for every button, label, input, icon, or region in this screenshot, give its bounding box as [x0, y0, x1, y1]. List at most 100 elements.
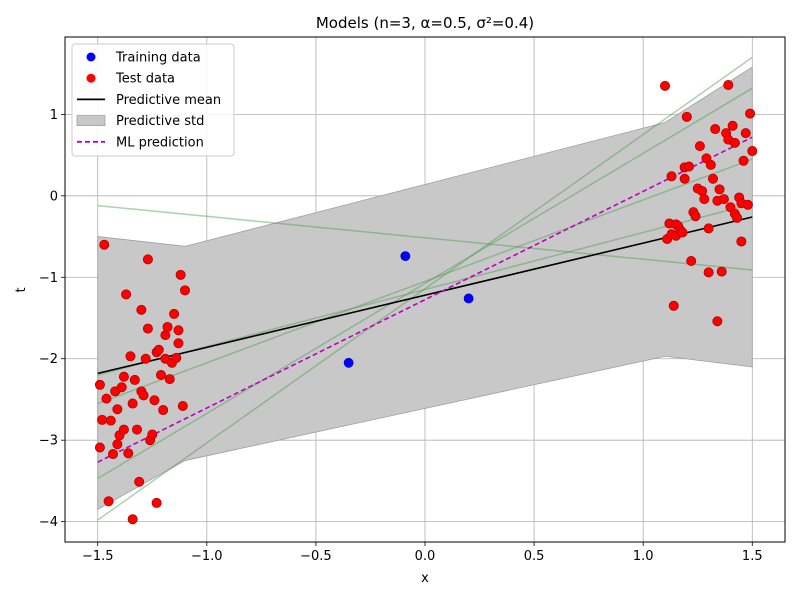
test-data-point: [668, 300, 679, 311]
test-data-point: [747, 146, 758, 157]
test-data-point: [727, 120, 738, 131]
test-data-point: [108, 449, 119, 460]
test-data-point: [169, 308, 180, 319]
test-data-point: [99, 239, 110, 250]
test-data-point: [164, 374, 175, 385]
test-data-point: [134, 476, 145, 487]
test-data-point: [697, 185, 708, 196]
ml-prediction-line: [97, 136, 753, 463]
predictive-std-band-layer: [97, 66, 753, 511]
test-data-point: [173, 338, 184, 349]
test-data-point: [94, 379, 105, 390]
data-points-layer: [94, 80, 758, 525]
test-data-point: [666, 171, 677, 182]
legend-label: Predictive std: [116, 114, 204, 129]
sample-model-line: [97, 204, 753, 271]
test-data-point: [179, 285, 190, 296]
test-data-point: [151, 497, 162, 508]
test-data-point: [140, 353, 151, 364]
test-data-point: [112, 404, 123, 415]
legend-item-predictive-std: Predictive std: [76, 114, 204, 129]
legend: Training data Test data Predictive mean Pre…: [71, 43, 235, 157]
chart-title: Models (n=3, α=0.5, σ²=0.4): [316, 14, 534, 32]
test-data-point: [112, 439, 123, 450]
test-data-point: [129, 374, 140, 385]
y-tick-label: −3: [39, 434, 58, 449]
test-data-point: [118, 371, 129, 382]
test-data-point: [679, 173, 690, 184]
test-data-point: [101, 393, 112, 404]
sample-model-line: [97, 158, 753, 405]
legend-item-test-data: Test data: [86, 72, 175, 87]
test-data-point: [147, 429, 158, 440]
predictive-std-band: [97, 66, 753, 511]
test-data-point: [738, 155, 749, 166]
test-data-point: [686, 255, 697, 266]
test-data-point: [723, 80, 734, 91]
training-data-point: [463, 293, 474, 304]
test-data-point: [177, 400, 188, 411]
x-tick-label: −0.5: [300, 549, 332, 564]
legend-box: [71, 43, 235, 157]
test-data-point: [740, 128, 751, 139]
test-data-point: [745, 108, 756, 119]
legend-item-predictive-mean: Predictive mean: [77, 93, 221, 108]
test-data-point: [138, 390, 149, 401]
predictive-mean-line: [97, 216, 753, 375]
legend-label: Predictive mean: [116, 93, 221, 108]
test-data-point: [125, 351, 136, 362]
test-data-point: [94, 442, 105, 453]
y-tick-label: −1: [39, 271, 58, 286]
legend-label: ML prediction: [116, 135, 204, 150]
test-data-point: [127, 514, 138, 525]
test-data-point: [690, 211, 701, 222]
test-data-point: [729, 137, 740, 148]
training-data-point: [400, 251, 411, 262]
test-data-point: [118, 424, 129, 435]
test-data-point: [716, 266, 727, 277]
test-data-point: [171, 352, 182, 363]
x-tick-label: 1.0: [633, 549, 654, 564]
test-data-point: [710, 124, 721, 135]
test-data-point: [123, 448, 134, 459]
test-data-point: [127, 398, 138, 409]
test-data-point: [173, 325, 184, 336]
legend-dot-marker: [86, 73, 96, 83]
test-data-point: [699, 194, 710, 205]
legend-label: Training data: [115, 51, 201, 66]
test-data-point: [116, 382, 127, 393]
test-data-point: [708, 173, 719, 184]
test-data-point: [153, 344, 164, 355]
test-data-point: [684, 161, 695, 172]
test-data-point: [158, 405, 169, 416]
test-data-point: [97, 414, 108, 425]
tick-layer: −1.5 −1.0 −0.5 0.0 0.5 1.0 1.5 −4 −3 −2 −1 0 1: [39, 108, 763, 564]
test-data-point: [155, 370, 166, 381]
x-tick-label: 0.5: [524, 549, 545, 564]
test-data-point: [705, 159, 716, 170]
training-data-point: [343, 357, 354, 368]
test-data-point: [660, 80, 671, 91]
legend-patch-marker: [76, 115, 106, 126]
x-tick-label: 0.0: [415, 549, 436, 564]
legend-item-training-data: Training data: [86, 51, 201, 66]
y-tick-label: 1: [50, 108, 58, 123]
test-data-point: [162, 321, 173, 332]
legend-dot-marker: [86, 52, 96, 62]
test-data-point: [136, 304, 147, 315]
test-data-point: [103, 496, 114, 507]
test-data-point: [149, 395, 160, 406]
sample-model-line: [97, 56, 753, 521]
y-tick-label: 0: [50, 189, 58, 204]
y-axis-label: t: [14, 287, 29, 292]
test-data-point: [131, 424, 142, 435]
test-data-point: [677, 227, 688, 238]
test-data-point: [703, 267, 714, 278]
x-axis-label: x: [421, 571, 429, 586]
x-tick-label: −1.0: [191, 549, 223, 564]
test-data-point: [718, 194, 729, 205]
test-data-point: [732, 212, 743, 223]
x-tick-label: −1.5: [82, 549, 114, 564]
test-data-point: [694, 141, 705, 152]
